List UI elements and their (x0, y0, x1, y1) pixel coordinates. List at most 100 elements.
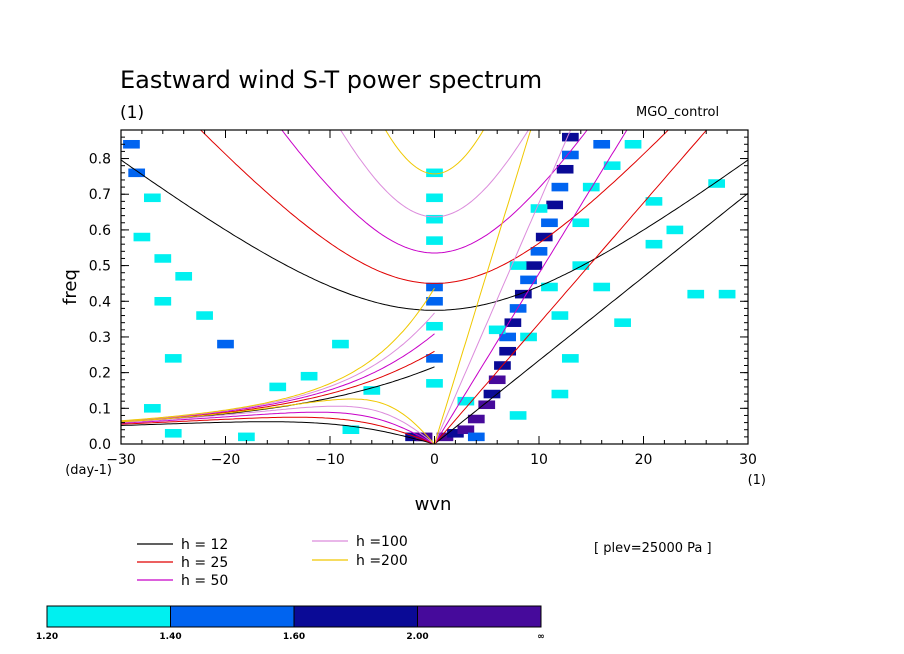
power-cell (269, 382, 287, 392)
power-cell (546, 200, 564, 210)
power-cell (467, 432, 485, 442)
legend-label: h = 12 (181, 537, 228, 553)
y-tick-label: 0.4 (89, 294, 111, 310)
power-cell (614, 318, 631, 327)
power-cell (426, 236, 443, 245)
x-tick-label: 30 (739, 452, 757, 468)
legend-label: h =200 (356, 553, 408, 569)
colorbar-label: ∞ (537, 632, 545, 642)
y-unit-label: (day-1) (65, 463, 112, 478)
y-tick-label: 0.5 (89, 259, 111, 275)
power-cell (509, 411, 527, 420)
rossby-curve-h25 (121, 416, 435, 444)
y-axis-label: freq (60, 269, 81, 305)
power-cell (551, 389, 569, 399)
power-cell (520, 275, 537, 285)
power-cell (551, 311, 569, 320)
power-cell (561, 132, 579, 142)
power-cell (164, 429, 182, 438)
power-cell (426, 282, 443, 292)
y-tick-label: 0.8 (89, 152, 111, 168)
power-cell (143, 404, 161, 413)
power-cell (467, 414, 485, 424)
power-cell (175, 272, 193, 281)
power-cell (436, 432, 454, 442)
power-cell (520, 332, 537, 342)
power-cell (342, 425, 360, 435)
kelvin-curve-h25 (434, 130, 708, 444)
colorbar-segment (293, 605, 418, 628)
power-cell (447, 429, 464, 438)
power-cell (572, 218, 590, 228)
colorbar-segment (46, 605, 171, 628)
power-cell (561, 150, 579, 160)
ig-curve-h200 (384, 130, 485, 175)
colorbar-label: 1.20 (36, 632, 58, 642)
power-cell (509, 261, 527, 270)
power-cell (488, 375, 506, 385)
run-label: MGO_control (636, 105, 720, 120)
power-cell (415, 432, 433, 442)
chart-title: Eastward wind S-T power spectrum (120, 66, 543, 94)
power-cell (624, 139, 642, 149)
y-tick-label: 0.2 (89, 366, 111, 382)
power-cell (164, 354, 182, 363)
power-cell (143, 193, 161, 203)
colorbar: 1.20 1.40 1.60 2.00 ∞ (36, 605, 545, 642)
y-tick-label: 0.7 (89, 187, 111, 203)
power-cell (530, 204, 548, 213)
power-cell (666, 225, 684, 235)
power-cell (426, 168, 443, 178)
axes: −30 −20 −10 0 10 20 30 0.0 0.1 0.2 0.3 0.4 0.5 0.6 0.7… (60, 130, 766, 515)
power-cells (123, 132, 736, 442)
power-cell (499, 346, 517, 356)
x-tick-label: 0 (430, 452, 439, 468)
power-cell (645, 239, 663, 249)
power-cell (426, 214, 443, 224)
x-tick-label: −10 (315, 452, 345, 468)
power-cell (154, 254, 172, 263)
colorbar-segment (417, 605, 542, 628)
power-cell (238, 432, 255, 442)
power-cell (426, 379, 443, 388)
power-cell (483, 389, 501, 399)
kelvin-curve-h200 (434, 130, 532, 444)
colorbar-label: 1.40 (159, 632, 181, 642)
ig-curve-h25 (199, 130, 670, 284)
power-cell (718, 289, 736, 299)
power-cell (426, 321, 443, 331)
x-tick-label: −20 (211, 452, 241, 468)
ig-curve-h12 (121, 159, 748, 311)
power-cell (363, 386, 381, 395)
power-cell (426, 193, 443, 203)
y-tick-label: 0.6 (89, 223, 111, 239)
power-cell (300, 371, 318, 381)
power-cell (457, 396, 475, 406)
power-cell (645, 197, 663, 206)
kelvin-curve-h12 (434, 192, 748, 444)
legend-label: h = 25 (181, 555, 228, 571)
x-unit-label: (1) (748, 473, 766, 488)
power-cell (603, 161, 621, 170)
legend-label: h = 50 (181, 573, 228, 589)
power-cell (593, 139, 611, 149)
legend-label: h =100 (356, 534, 408, 550)
power-cell (687, 289, 705, 299)
power-cell (478, 400, 496, 410)
x-tick-label: 10 (530, 452, 548, 468)
power-cell (196, 311, 213, 320)
y-tick-label: 0.0 (89, 437, 111, 453)
power-cell (154, 296, 172, 306)
power-cell (551, 182, 569, 192)
power-cell (572, 261, 590, 270)
colorbar-label: 1.60 (283, 632, 305, 642)
power-cell (593, 282, 611, 292)
power-cell (133, 232, 151, 242)
power-cell (426, 296, 443, 306)
legend: h = 12 h = 25 h = 50 h =100 h =200 (137, 534, 408, 589)
x-tick-label: 20 (635, 452, 653, 468)
power-cell (499, 332, 517, 342)
power-cell (535, 232, 553, 242)
power-cell (426, 354, 443, 363)
